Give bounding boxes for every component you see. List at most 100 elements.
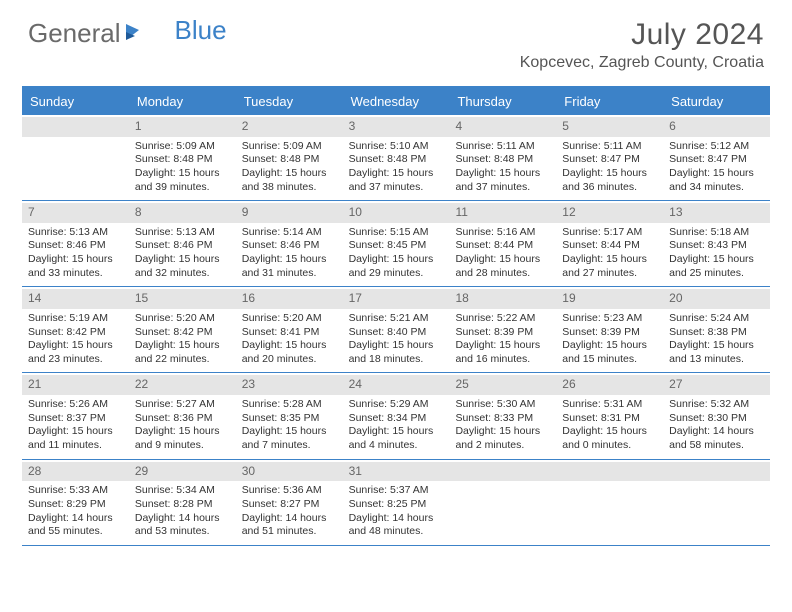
- day-number: 15: [129, 289, 236, 309]
- daylight2-text: and 37 minutes.: [455, 181, 550, 195]
- sunrise-text: Sunrise: 5:27 AM: [135, 398, 230, 412]
- sunrise-text: Sunrise: 5:11 AM: [562, 140, 657, 154]
- day-number: 16: [236, 289, 343, 309]
- calendar-cell: 31Sunrise: 5:37 AMSunset: 8:25 PMDayligh…: [343, 460, 450, 545]
- daylight2-text: and 34 minutes.: [669, 181, 764, 195]
- calendar-cell: 29Sunrise: 5:34 AMSunset: 8:28 PMDayligh…: [129, 460, 236, 545]
- sunrise-text: Sunrise: 5:30 AM: [455, 398, 550, 412]
- calendar-cell: 23Sunrise: 5:28 AMSunset: 8:35 PMDayligh…: [236, 373, 343, 458]
- calendar-cell: 17Sunrise: 5:21 AMSunset: 8:40 PMDayligh…: [343, 287, 450, 372]
- daylight1-text: Daylight: 15 hours: [455, 425, 550, 439]
- daylight1-text: Daylight: 15 hours: [28, 253, 123, 267]
- day-header: Wednesday: [343, 88, 450, 115]
- sunrise-text: Sunrise: 5:32 AM: [669, 398, 764, 412]
- sunrise-text: Sunrise: 5:19 AM: [28, 312, 123, 326]
- day-number: 10: [343, 203, 450, 223]
- sunset-text: Sunset: 8:29 PM: [28, 498, 123, 512]
- calendar-cell: 9Sunrise: 5:14 AMSunset: 8:46 PMDaylight…: [236, 201, 343, 286]
- sunset-text: Sunset: 8:45 PM: [349, 239, 444, 253]
- sunset-text: Sunset: 8:37 PM: [28, 412, 123, 426]
- sunrise-text: Sunrise: 5:33 AM: [28, 484, 123, 498]
- sunset-text: Sunset: 8:31 PM: [562, 412, 657, 426]
- sunset-text: Sunset: 8:40 PM: [349, 326, 444, 340]
- sunrise-text: Sunrise: 5:29 AM: [349, 398, 444, 412]
- daylight2-text: and 9 minutes.: [135, 439, 230, 453]
- calendar-cell: 20Sunrise: 5:24 AMSunset: 8:38 PMDayligh…: [663, 287, 770, 372]
- sunset-text: Sunset: 8:46 PM: [28, 239, 123, 253]
- day-number: 9: [236, 203, 343, 223]
- sunrise-text: Sunrise: 5:34 AM: [135, 484, 230, 498]
- daylight1-text: Daylight: 15 hours: [135, 425, 230, 439]
- day-number: 30: [236, 462, 343, 482]
- daylight1-text: Daylight: 15 hours: [28, 339, 123, 353]
- daylight2-text: and 32 minutes.: [135, 267, 230, 281]
- daylight2-text: and 28 minutes.: [455, 267, 550, 281]
- daylight1-text: Daylight: 15 hours: [669, 253, 764, 267]
- sunset-text: Sunset: 8:47 PM: [669, 153, 764, 167]
- day-number: 21: [22, 375, 129, 395]
- day-number: 14: [22, 289, 129, 309]
- sunrise-text: Sunrise: 5:15 AM: [349, 226, 444, 240]
- daylight1-text: Daylight: 15 hours: [349, 167, 444, 181]
- sunrise-text: Sunrise: 5:18 AM: [669, 226, 764, 240]
- daylight1-text: Daylight: 15 hours: [349, 339, 444, 353]
- daylight2-text: and 16 minutes.: [455, 353, 550, 367]
- calendar-cell: 30Sunrise: 5:36 AMSunset: 8:27 PMDayligh…: [236, 460, 343, 545]
- daylight2-text: and 22 minutes.: [135, 353, 230, 367]
- sunset-text: Sunset: 8:38 PM: [669, 326, 764, 340]
- calendar-cell: 25 Sunrise: 5:30 AMSunset: 8:33 PMDayligh…: [449, 373, 556, 458]
- daylight2-text: and 0 minutes.: [562, 439, 657, 453]
- sunset-text: Sunset: 8:41 PM: [242, 326, 337, 340]
- daylight1-text: Daylight: 15 hours: [242, 339, 337, 353]
- day-header-row: SundayMondayTuesdayWednesdayThursdayFrid…: [22, 88, 770, 115]
- day-number: 25: [449, 375, 556, 395]
- sunset-text: Sunset: 8:39 PM: [562, 326, 657, 340]
- daylight2-text: and 38 minutes.: [242, 181, 337, 195]
- sunset-text: Sunset: 8:46 PM: [135, 239, 230, 253]
- sunrise-text: Sunrise: 5:23 AM: [562, 312, 657, 326]
- sunrise-text: Sunrise: 5:26 AM: [28, 398, 123, 412]
- day-header: Tuesday: [236, 88, 343, 115]
- week-row: 1Sunrise: 5:09 AMSunset: 8:48 PMDaylight…: [22, 115, 770, 201]
- calendar-cell: 5Sunrise: 5:11 AMSunset: 8:47 PMDaylight…: [556, 115, 663, 200]
- calendar-cell: 6Sunrise: 5:12 AMSunset: 8:47 PMDaylight…: [663, 115, 770, 200]
- sunrise-text: Sunrise: 5:20 AM: [242, 312, 337, 326]
- daylight2-text: and 23 minutes.: [28, 353, 123, 367]
- day-number: 3: [343, 117, 450, 137]
- day-number: 8: [129, 203, 236, 223]
- sunrise-text: Sunrise: 5:12 AM: [669, 140, 764, 154]
- daylight1-text: Daylight: 15 hours: [135, 339, 230, 353]
- daylight1-text: Daylight: 14 hours: [28, 512, 123, 526]
- calendar-cell: [449, 460, 556, 545]
- daylight1-text: Daylight: 15 hours: [455, 167, 550, 181]
- daylight2-text: and 29 minutes.: [349, 267, 444, 281]
- sunset-text: Sunset: 8:39 PM: [455, 326, 550, 340]
- sunset-text: Sunset: 8:48 PM: [349, 153, 444, 167]
- month-title: July 2024: [520, 18, 764, 52]
- day-number: 11: [449, 203, 556, 223]
- calendar-cell: 19Sunrise: 5:23 AMSunset: 8:39 PMDayligh…: [556, 287, 663, 372]
- calendar-grid: SundayMondayTuesdayWednesdayThursdayFrid…: [22, 86, 770, 546]
- sunset-text: Sunset: 8:48 PM: [135, 153, 230, 167]
- sunrise-text: Sunrise: 5:22 AM: [455, 312, 550, 326]
- sunset-text: Sunset: 8:30 PM: [669, 412, 764, 426]
- day-number: 20: [663, 289, 770, 309]
- calendar-cell: 7Sunrise: 5:13 AMSunset: 8:46 PMDaylight…: [22, 201, 129, 286]
- sunset-text: Sunset: 8:42 PM: [28, 326, 123, 340]
- sunset-text: Sunset: 8:33 PM: [455, 412, 550, 426]
- sunset-text: Sunset: 8:28 PM: [135, 498, 230, 512]
- title-block: July 2024 Kopcevec, Zagreb County, Croat…: [520, 18, 764, 72]
- calendar-cell: 22Sunrise: 5:27 AMSunset: 8:36 PMDayligh…: [129, 373, 236, 458]
- day-number: 26: [556, 375, 663, 395]
- calendar-cell: 10Sunrise: 5:15 AMSunset: 8:45 PMDayligh…: [343, 201, 450, 286]
- sunset-text: Sunset: 8:36 PM: [135, 412, 230, 426]
- daylight1-text: Daylight: 15 hours: [455, 253, 550, 267]
- day-number: 23: [236, 375, 343, 395]
- brand-word1: General: [28, 18, 121, 49]
- calendar-cell: 8Sunrise: 5:13 AMSunset: 8:46 PMDaylight…: [129, 201, 236, 286]
- sunrise-text: Sunrise: 5:24 AM: [669, 312, 764, 326]
- calendar-cell: 11Sunrise: 5:16 AMSunset: 8:44 PMDayligh…: [449, 201, 556, 286]
- brand-word2: Blue: [175, 15, 227, 46]
- sunset-text: Sunset: 8:47 PM: [562, 153, 657, 167]
- day-number: [449, 462, 556, 482]
